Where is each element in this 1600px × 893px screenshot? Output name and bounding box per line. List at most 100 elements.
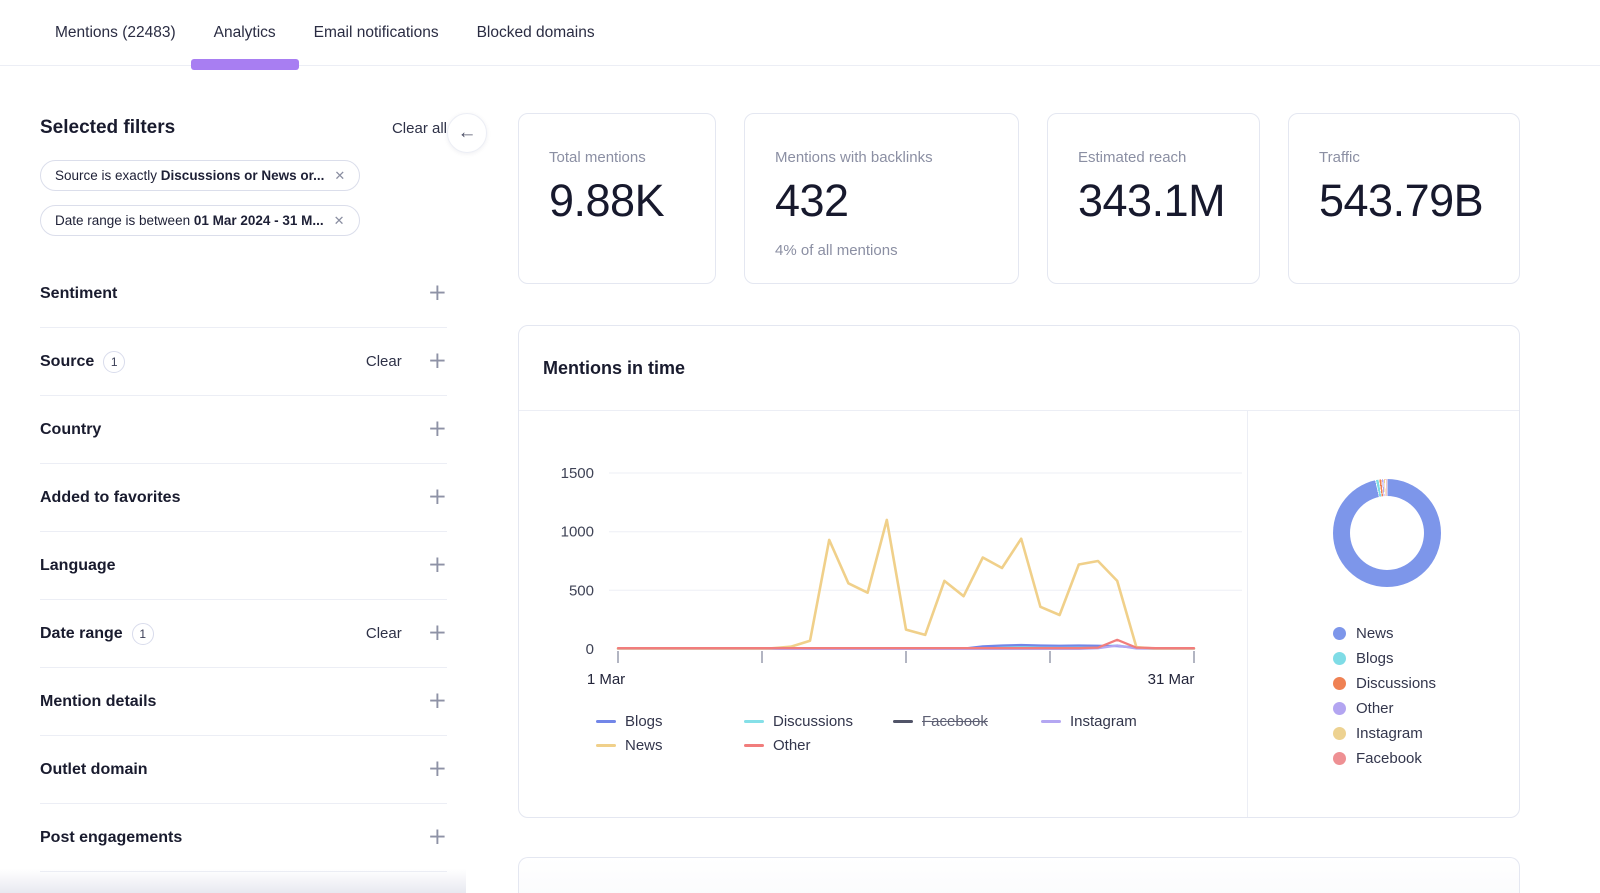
expand-plus-icon[interactable]: +: [428, 418, 447, 441]
filter-chip-date-range[interactable]: Date range is between 01 Mar 2024 - 31 M…: [40, 205, 360, 236]
legend-label: Blogs: [625, 713, 663, 730]
legend-swatch: [744, 720, 764, 723]
legend-dot: [1333, 627, 1346, 640]
filter-section-post-engagements[interactable]: Post engagements +: [40, 804, 447, 872]
clear-all-button[interactable]: Clear all: [392, 120, 447, 137]
expand-plus-icon[interactable]: +: [428, 350, 447, 373]
filter-section-mention-details[interactable]: Mention details +: [40, 668, 447, 736]
filter-section-source[interactable]: Source 1 Clear +: [40, 328, 447, 396]
legend-swatch: [1041, 720, 1061, 723]
filter-sections: Sentiment + Source 1 Clear + Country + A…: [40, 260, 447, 872]
legend-label: Instagram: [1070, 713, 1137, 730]
chip-text: Source is exactly Discussions or News or…: [55, 168, 324, 183]
filter-count-badge: 1: [132, 623, 154, 645]
expand-plus-icon[interactable]: +: [428, 690, 447, 713]
stat-value: 343.1M: [1078, 175, 1259, 227]
filter-chips: Source is exactly Discussions or News or…: [40, 160, 447, 236]
filter-label: Source: [40, 353, 94, 371]
brand-monitoring-app: Mentions (22483) Analytics Email notific…: [0, 0, 1600, 893]
back-arrow-icon: ←: [458, 122, 477, 144]
chip-text: Date range is between 01 Mar 2024 - 31 M…: [55, 213, 324, 228]
tab-blocked-domains[interactable]: Blocked domains: [477, 0, 595, 65]
line-chart-legend: Blogs News Discussions Other: [596, 709, 1137, 757]
clear-filter-button[interactable]: Clear: [366, 625, 402, 642]
stat-label: Traffic: [1319, 149, 1519, 166]
stat-card-traffic: Traffic 543.79B: [1288, 113, 1520, 284]
filters-sidebar: Selected filters Clear all Source is exa…: [0, 66, 468, 893]
expand-plus-icon[interactable]: +: [428, 282, 447, 305]
donut-legend-item-instagram: Instagram: [1333, 725, 1436, 742]
legend-swatch: [596, 744, 616, 747]
filter-label: Sentiment: [40, 285, 117, 303]
donut-legend-item-facebook: Facebook: [1333, 750, 1436, 767]
tab-email-notifications[interactable]: Email notifications: [314, 0, 439, 65]
legend-dot: [1333, 702, 1346, 715]
close-icon[interactable]: ✕: [334, 169, 345, 182]
legend-swatch: [596, 720, 616, 723]
legend-label: Facebook: [1356, 750, 1422, 767]
legend-label: Facebook: [922, 713, 988, 730]
svg-text:1500: 1500: [561, 465, 594, 482]
filter-label: Outlet domain: [40, 761, 148, 779]
filter-label: Date range: [40, 625, 123, 643]
donut-legend-item-discussions: Discussions: [1333, 675, 1436, 692]
legend-item-news[interactable]: News: [596, 733, 744, 757]
stat-value: 9.88K: [549, 175, 715, 227]
filter-section-outlet-domain[interactable]: Outlet domain +: [40, 736, 447, 804]
donut-legend: News Blogs Discussions Other: [1333, 625, 1436, 767]
sources-donut-chart: [1333, 479, 1441, 587]
mentions-in-time-card: Mentions in time 0500100015001 Mar31 Mar…: [518, 325, 1520, 818]
selected-filters-title: Selected filters: [40, 117, 175, 139]
svg-text:0: 0: [586, 641, 594, 658]
summary-stats-row: Total mentions 9.88K Mentions with backl…: [518, 113, 1520, 284]
donut-hole: [1350, 496, 1424, 570]
legend-item-facebook-disabled[interactable]: Facebook: [893, 709, 1041, 733]
expand-plus-icon[interactable]: +: [428, 826, 447, 849]
stat-subtext: 4% of all mentions: [775, 242, 1018, 259]
next-card-partial: [518, 857, 1520, 893]
expand-plus-icon[interactable]: +: [428, 486, 447, 509]
stat-label: Total mentions: [549, 149, 715, 166]
svg-text:500: 500: [569, 582, 594, 599]
legend-item-discussions[interactable]: Discussions: [744, 709, 893, 733]
collapse-sidebar-button[interactable]: ←: [447, 113, 487, 153]
expand-plus-icon[interactable]: +: [428, 554, 447, 577]
svg-text:31 Mar: 31 Mar: [1148, 671, 1195, 688]
legend-dot: [1333, 677, 1346, 690]
filter-section-date-range[interactable]: Date range 1 Clear +: [40, 600, 447, 668]
filter-label: Mention details: [40, 693, 156, 711]
stat-card-total-mentions: Total mentions 9.88K: [518, 113, 716, 284]
expand-plus-icon[interactable]: +: [428, 622, 447, 645]
chip-text-value: 01 Mar 2024 - 31 M...: [194, 213, 324, 228]
legend-label: Other: [773, 737, 811, 754]
top-tab-bar: Mentions (22483) Analytics Email notific…: [0, 0, 1600, 66]
filter-chip-source[interactable]: Source is exactly Discussions or News or…: [40, 160, 360, 191]
filter-section-sentiment[interactable]: Sentiment +: [40, 260, 447, 328]
expand-plus-icon[interactable]: +: [428, 758, 447, 781]
legend-label: Instagram: [1356, 725, 1423, 742]
donut-legend-item-news: News: [1333, 625, 1436, 642]
card-title: Mentions in time: [519, 326, 1519, 411]
tab-mentions[interactable]: Mentions (22483): [55, 0, 176, 65]
stat-value: 432: [775, 175, 1018, 227]
selected-filters-header: Selected filters Clear all: [40, 116, 447, 140]
filter-section-favorites[interactable]: Added to favorites +: [40, 464, 447, 532]
legend-item-other[interactable]: Other: [744, 733, 893, 757]
legend-item-instagram[interactable]: Instagram: [1041, 709, 1137, 733]
legend-label: News: [1356, 625, 1394, 642]
close-icon[interactable]: ✕: [334, 214, 345, 227]
legend-label: Other: [1356, 700, 1394, 717]
legend-dot: [1333, 752, 1346, 765]
legend-dot: [1333, 652, 1346, 665]
mentions-line-chart-area: 0500100015001 Mar31 Mar Blogs News Discu…: [519, 411, 1247, 817]
stat-value: 543.79B: [1319, 175, 1519, 227]
filter-section-country[interactable]: Country +: [40, 396, 447, 464]
legend-item-blogs[interactable]: Blogs: [596, 709, 744, 733]
legend-dot: [1333, 727, 1346, 740]
filter-section-language[interactable]: Language +: [40, 532, 447, 600]
tab-analytics[interactable]: Analytics: [214, 0, 276, 65]
legend-label: Discussions: [1356, 675, 1436, 692]
clear-filter-button[interactable]: Clear: [366, 353, 402, 370]
mentions-line-chart: 0500100015001 Mar31 Mar: [526, 446, 1246, 696]
donut-legend-item-blogs: Blogs: [1333, 650, 1436, 667]
